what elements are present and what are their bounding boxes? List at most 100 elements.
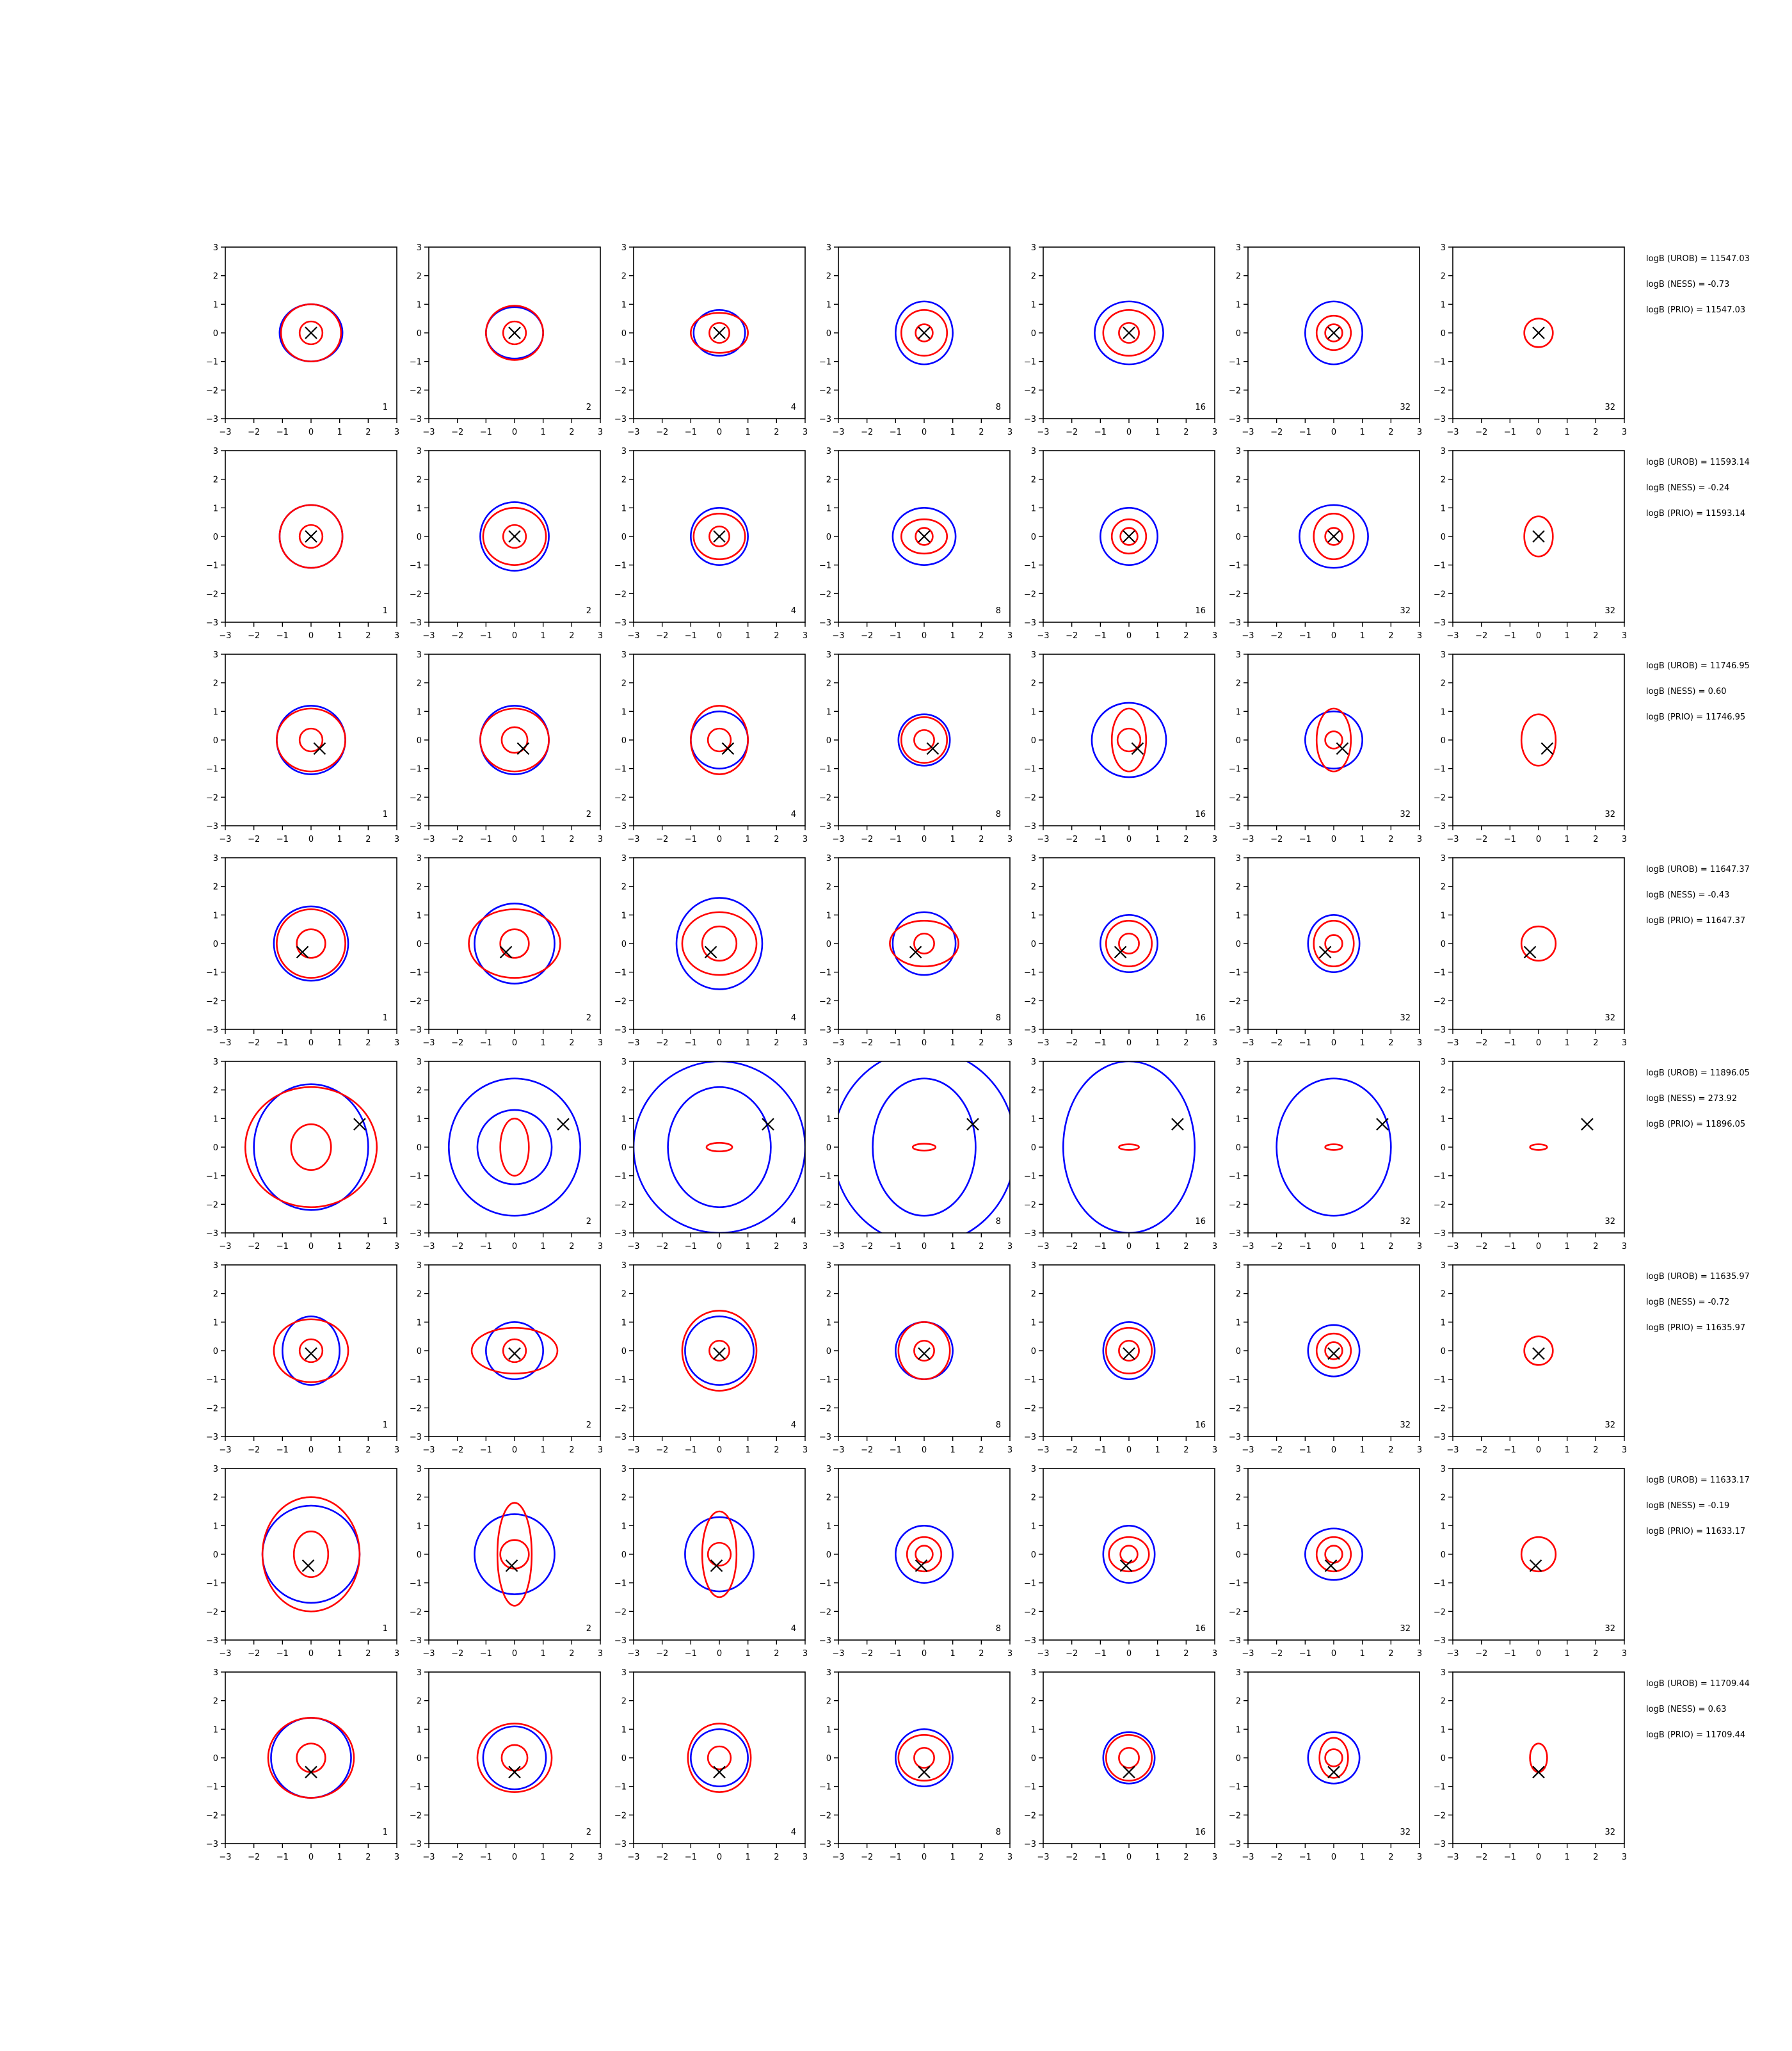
y-tick-label: 2 [1031,476,1036,485]
y-tick-label: 0 [1031,1347,1036,1356]
y-tick-label: −3 [1024,415,1036,424]
x-tick-label: 3 [1622,428,1627,437]
x-tick-label: 0 [717,1445,722,1455]
y-tick-label: 3 [1031,243,1036,253]
contour-group [1304,707,1363,773]
true-value-marker [918,326,931,339]
y-tick-label: −2 [1024,1200,1036,1210]
y-tick-label: 3 [1031,854,1036,864]
x-tick-label: 2 [774,1853,779,1862]
panel-label: 8 [996,810,1001,819]
y-tick-label: −1 [1434,969,1446,978]
x-tick-label: 1 [1565,1853,1570,1862]
x-tick-label: −1 [1094,1853,1107,1862]
y-tick-label: 2 [1441,883,1446,892]
x-tick-label: −1 [685,1853,697,1862]
x-tick-label: −2 [861,1038,873,1048]
x-tick-label: 2 [774,1445,779,1455]
x-tick-label: 3 [1417,428,1422,437]
panel-r6-c6: −3−3 −2 −2 −1 −1 0 0 1 1 2 2 3 3 32 [1229,1261,1422,1455]
y-tick-label: 1 [1441,1522,1446,1531]
contour-group [244,1083,378,1211]
x-tick-label: 0 [308,1242,314,1251]
x-tick-label: 0 [922,1445,927,1455]
panel-label: 2 [586,403,591,412]
y-tick-label: 2 [213,272,218,282]
true-value-marker [1327,530,1340,543]
y-tick-label: 3 [1236,447,1241,456]
contour-group [479,705,550,775]
x-tick-label: 2 [979,428,984,437]
y-tick-label: 1 [1441,911,1446,921]
x-tick-label: 3 [1417,1242,1422,1251]
x-tick-label: 2 [1388,835,1393,844]
y-tick-label: 1 [1236,707,1241,717]
y-tick-label: −3 [206,1433,218,1442]
x-tick-label: 2 [1388,1649,1393,1659]
y-tick-label: 1 [621,707,627,717]
true-value-marker [296,945,309,959]
true-value-marker [313,742,326,755]
true-value-marker [1171,1118,1184,1131]
x-tick-label: −2 [451,1853,463,1862]
blue-contour [895,300,954,366]
x-tick-label: −3 [1446,1649,1459,1659]
panel-r7-c4: −3−3 −2 −2 −1 −1 0 0 1 1 2 2 3 3 8 [819,1465,1012,1659]
y-tick-label: −1 [614,1172,627,1182]
x-tick-label: 0 [1331,428,1336,437]
red-contour [1105,1326,1153,1375]
contour-group [895,300,954,366]
x-tick-label: 3 [1417,835,1422,844]
y-tick-label: 1 [826,1725,831,1735]
y-tick-label: −1 [1229,358,1241,367]
y-tick-label: 3 [621,1261,627,1271]
panel-label: 32 [1604,1420,1615,1430]
x-tick-label: 0 [512,631,517,641]
contour-group [1520,1536,1557,1573]
y-tick-label: −1 [410,358,422,367]
red-contour [692,512,746,561]
y-tick-label: 2 [417,272,422,282]
y-tick-label: 3 [621,650,627,660]
x-tick-label: 0 [512,835,517,844]
y-tick-label: −3 [410,1433,422,1442]
y-tick-label: −1 [1434,1579,1446,1589]
x-tick-label: 2 [365,1445,371,1455]
y-tick-label: 2 [1236,1290,1241,1299]
x-tick-label: −2 [1475,631,1487,641]
y-tick-label: 3 [1441,1058,1446,1067]
y-tick-label: −3 [1434,1433,1446,1442]
panel-r8-c7: −3−3 −2 −2 −1 −1 0 0 1 1 2 2 3 3 32 [1434,1668,1627,1862]
logb-annotation: logB (NESS) = -0.24 [1646,483,1729,493]
x-tick-label: −1 [1504,428,1516,437]
y-tick-label: −1 [819,1172,831,1182]
y-tick-label: −1 [819,1579,831,1589]
y-tick-label: 3 [621,447,627,456]
x-tick-label: 3 [394,835,399,844]
panel-label: 32 [1604,1624,1615,1634]
x-tick-label: 1 [746,1038,751,1048]
x-tick-label: −3 [832,1853,844,1862]
y-tick-label: 1 [1236,1318,1241,1328]
y-tick-label: 3 [213,1668,218,1678]
axes-frame [838,1061,1011,1234]
panel-r6-c4: −3−3 −2 −2 −1 −1 0 0 1 1 2 2 3 3 8 [819,1261,1012,1455]
axes-frame [633,1468,806,1641]
x-tick-label: −3 [1037,1445,1049,1455]
panel-r5-c6: −3−3 −2 −2 −1 −1 0 0 1 1 2 2 3 3 32 [1229,1058,1422,1251]
x-tick-label: −2 [248,835,260,844]
x-tick-label: −1 [1504,1853,1516,1862]
true-value-marker [499,945,513,959]
red-contour [1118,1340,1140,1362]
y-tick-label: 2 [213,1086,218,1096]
panel-label: 16 [1195,1420,1206,1430]
axes-frame [1452,857,1625,1030]
y-tick-label: −2 [410,793,422,803]
x-tick-label: −2 [1066,1445,1078,1455]
panel-r3-c5: −3−3 −2 −2 −1 −1 0 0 1 1 2 2 3 3 16 [1024,650,1217,844]
contour-group [1276,1077,1392,1217]
y-tick-label: −2 [614,1607,627,1617]
y-tick-label: 1 [621,1114,627,1124]
x-tick-label: 2 [365,428,371,437]
x-tick-label: 0 [922,1242,927,1251]
